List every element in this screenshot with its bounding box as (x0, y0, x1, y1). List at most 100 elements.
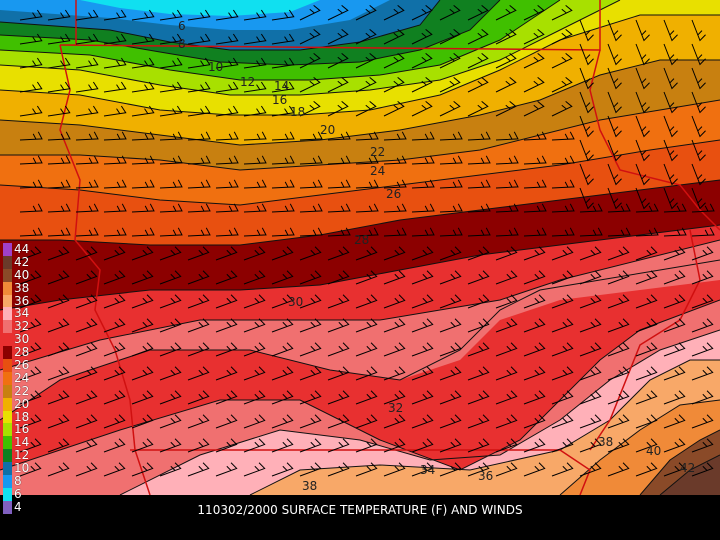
wind-barb (243, 203, 267, 213)
wind-barb (19, 390, 42, 405)
wind-barb (383, 294, 406, 309)
wind-barb (551, 342, 574, 357)
wind-barb (383, 366, 406, 381)
wind-barb (467, 294, 490, 309)
wind-barb (327, 366, 350, 381)
wind-barb (691, 318, 714, 333)
legend-item: 24 (3, 371, 33, 385)
wind-barb (635, 438, 658, 453)
wind-barb (551, 203, 575, 213)
wind-barb (131, 318, 154, 333)
wind-barb (159, 246, 182, 261)
wind-barb (355, 270, 378, 285)
wind-barb (47, 390, 70, 405)
wind-barb (635, 366, 658, 381)
wind-barb (355, 28, 377, 45)
legend-item: 4 (3, 500, 33, 514)
wind-barb (187, 155, 211, 165)
wind-barb (663, 203, 687, 213)
wind-barb (159, 57, 183, 69)
wind-barb (439, 52, 461, 69)
wind-barb (663, 115, 678, 138)
wind-barb (579, 187, 594, 210)
wind-barb (439, 100, 461, 117)
wind-barb (19, 366, 42, 381)
wind-barb (579, 294, 602, 309)
wind-barb (495, 342, 518, 357)
wind-barb (103, 342, 126, 357)
wind-barb (691, 91, 706, 114)
wind-barb (103, 155, 127, 165)
wind-barb (355, 52, 377, 69)
wind-barb (439, 227, 463, 237)
wind-barb (103, 105, 127, 117)
wind-barb (103, 390, 126, 405)
wind-barb (523, 179, 547, 189)
wind-barb (19, 9, 43, 21)
wind-barb (635, 270, 658, 285)
wind-barb (299, 342, 322, 357)
wind-barb (131, 81, 155, 93)
wind-barb (439, 76, 461, 93)
legend-item: 28 (3, 345, 33, 360)
wind-barb (495, 52, 517, 69)
wind-barb (75, 390, 98, 405)
wind-barb (299, 52, 321, 69)
legend-swatch (3, 346, 12, 360)
wind-barb (383, 100, 405, 117)
wind-barb (495, 100, 517, 117)
wind-barb (355, 462, 378, 477)
wind-barb (187, 270, 210, 285)
wind-barb (271, 342, 294, 357)
wind-barb (103, 33, 127, 45)
wind-barb (663, 246, 686, 261)
legend-label: 26 (14, 358, 30, 373)
wind-barb (47, 179, 71, 189)
wind-barb (271, 318, 294, 333)
legend-label: 8 (14, 474, 22, 489)
wind-barb (75, 155, 99, 165)
wind-barb (243, 105, 267, 117)
wind-barb (215, 414, 238, 429)
wind-barb (103, 227, 127, 237)
wind-barb (523, 414, 546, 429)
wind-barb (467, 155, 491, 165)
wind-barb (691, 139, 706, 162)
wind-barb (243, 131, 267, 141)
wind-barb (355, 4, 377, 21)
wind-barb (47, 414, 70, 429)
wind-barb (75, 342, 98, 357)
wind-barb (495, 155, 519, 165)
wind-barb (383, 390, 406, 405)
wind-barb (271, 9, 295, 21)
wind-barb (327, 155, 351, 165)
wind-barb (495, 318, 518, 333)
wind-barb (19, 270, 42, 285)
wind-barb (19, 203, 43, 213)
wind-barb (495, 270, 518, 285)
wind-barb (47, 366, 70, 381)
wind-barb (551, 294, 574, 309)
wind-barb (75, 203, 99, 213)
legend-item: 36 (3, 294, 33, 308)
wind-barb (495, 294, 518, 309)
legend-item: 20 (3, 397, 33, 411)
legend-item: 32 (3, 319, 33, 334)
wind-barb (327, 131, 351, 141)
wind-barb (607, 67, 622, 90)
wind-barb (355, 179, 379, 189)
wind-barb (467, 318, 490, 333)
wind-barb (103, 318, 126, 333)
wind-barb (131, 390, 154, 405)
wind-barb (75, 414, 98, 429)
wind-barb (439, 246, 462, 261)
wind-barb (131, 246, 154, 261)
wind-barb (467, 342, 490, 357)
wind-barb (131, 366, 154, 381)
legend-swatch (3, 320, 12, 334)
wind-barb (579, 414, 602, 429)
wind-barb (187, 414, 210, 429)
wind-barb (495, 227, 519, 237)
wind-barb (47, 318, 70, 333)
